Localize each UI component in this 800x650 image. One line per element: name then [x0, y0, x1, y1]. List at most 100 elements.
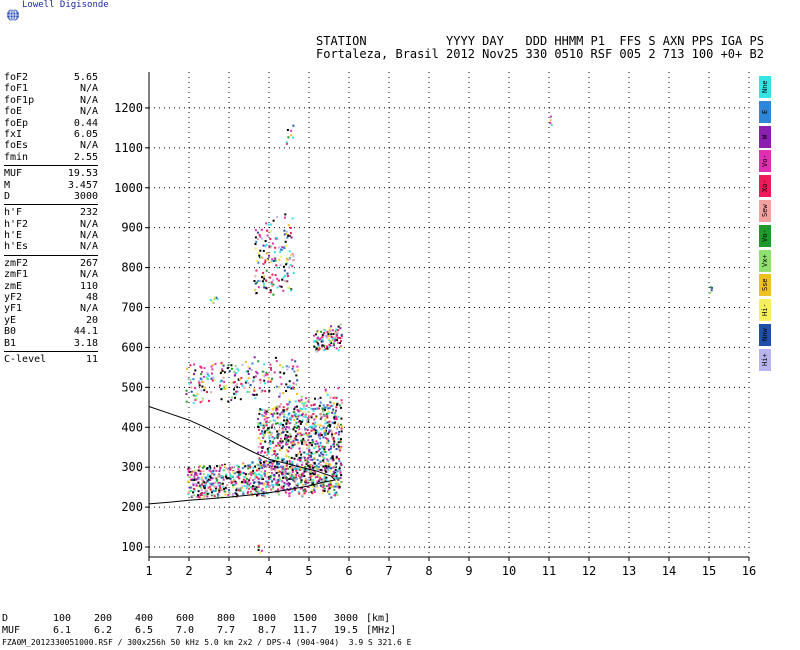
echo-point: [309, 472, 312, 475]
echo-point: [292, 387, 294, 390]
echo-point: [337, 424, 340, 427]
echo-point: [215, 296, 218, 299]
echo-point: [216, 493, 219, 496]
echo-point: [196, 393, 199, 396]
echo-point: [209, 475, 212, 478]
echo-point: [259, 442, 262, 445]
echo-point: [256, 463, 259, 466]
echo-point: [266, 492, 269, 495]
echo-point: [295, 469, 298, 472]
echo-point: [314, 456, 317, 459]
echo-point: [312, 466, 315, 469]
echo-point: [280, 437, 282, 440]
echo-point: [260, 549, 263, 552]
echo-point: [245, 486, 248, 489]
echo-point: [709, 286, 712, 289]
echo-point: [269, 289, 272, 292]
echo-point: [275, 459, 278, 462]
echo-point: [335, 334, 338, 337]
echo-point: [277, 470, 280, 473]
echo-point: [190, 472, 193, 475]
echo-point: [326, 469, 329, 472]
muf-value: 19.5: [333, 625, 358, 636]
echo-point: [255, 486, 258, 489]
echo-point: [310, 414, 313, 417]
echo-point: [331, 459, 334, 462]
echo-point: [313, 423, 316, 426]
echo-point: [287, 224, 290, 227]
echo-point: [332, 470, 335, 473]
echo-point: [263, 375, 266, 378]
echo-point: [284, 477, 287, 480]
echo-point: [246, 365, 249, 368]
echo-point: [316, 486, 319, 489]
echo-point: [257, 231, 259, 234]
echo-point: [241, 383, 244, 386]
echo-point: [200, 378, 203, 381]
echo-point: [252, 376, 255, 379]
echo-point: [212, 302, 215, 305]
echo-point: [254, 485, 257, 488]
echo-point: [316, 467, 319, 470]
echo-point: [284, 436, 287, 438]
echo-point: [269, 420, 272, 423]
echo-point: [234, 374, 236, 377]
echo-point: [297, 415, 300, 418]
echo-point: [292, 442, 295, 445]
echo-point: [214, 489, 217, 492]
echo-point: [220, 475, 223, 478]
echo-point: [280, 472, 283, 475]
echo-point: [287, 440, 290, 443]
echo-point: [287, 481, 290, 484]
echo-point: [284, 465, 286, 468]
echo-point: [292, 479, 295, 482]
echo-point: [266, 483, 269, 486]
echo-point: [319, 477, 322, 480]
echo-point: [329, 451, 332, 454]
echo-point: [279, 248, 282, 251]
echo-point: [259, 451, 262, 454]
echo-point: [276, 422, 279, 425]
echo-point: [197, 494, 200, 497]
echo-point: [206, 495, 209, 498]
echo-point: [340, 333, 343, 336]
echo-point: [213, 378, 216, 381]
echo-point: [235, 492, 238, 495]
echo-point: [289, 438, 292, 441]
echo-point: [199, 465, 201, 468]
echo-point: [233, 381, 236, 384]
echo-point: [282, 411, 285, 414]
echo-point: [215, 469, 218, 472]
echo-point: [260, 440, 262, 443]
echo-point: [300, 395, 303, 398]
echo-point: [257, 445, 260, 448]
echo-point: [549, 115, 552, 118]
echo-point: [327, 337, 330, 340]
echo-point: [283, 481, 286, 484]
echo-point: [323, 490, 326, 492]
param-value: N/A: [79, 241, 98, 253]
echo-point: [241, 480, 243, 483]
echo-point: [278, 477, 281, 479]
echo-point: [303, 405, 306, 408]
echo-point: [332, 409, 335, 412]
echo-point: [310, 425, 313, 428]
x-tick-label: 7: [385, 564, 392, 578]
echo-point: [324, 469, 327, 472]
echo-point: [321, 479, 324, 482]
echo-point: [297, 452, 300, 455]
echo-point: [187, 468, 190, 471]
echo-point: [201, 483, 203, 486]
echo-point: [309, 426, 312, 428]
echo-point: [257, 546, 260, 549]
echo-point: [293, 476, 296, 479]
echo-point: [276, 464, 279, 467]
echo-point: [300, 398, 303, 401]
x-tick-label: 3: [225, 564, 232, 578]
echo-point: [239, 473, 242, 476]
echo-point: [303, 402, 306, 405]
polarization-legend: Nne E W Vo- Xo- Sew Vo- Vx+ Sse Hi- Nnw Hi+: [759, 76, 771, 374]
echo-point: [270, 281, 273, 284]
echo-point: [202, 375, 205, 378]
